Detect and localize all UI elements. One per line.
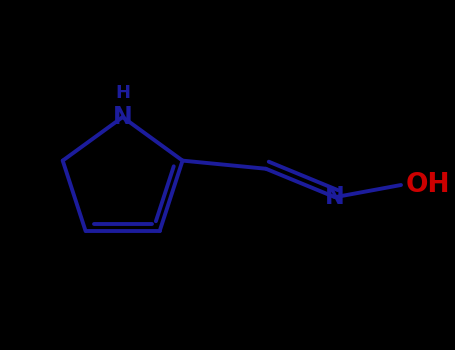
Text: N: N (113, 105, 132, 129)
Text: OH: OH (406, 172, 450, 198)
Text: H: H (115, 84, 130, 102)
Text: N: N (325, 185, 345, 209)
